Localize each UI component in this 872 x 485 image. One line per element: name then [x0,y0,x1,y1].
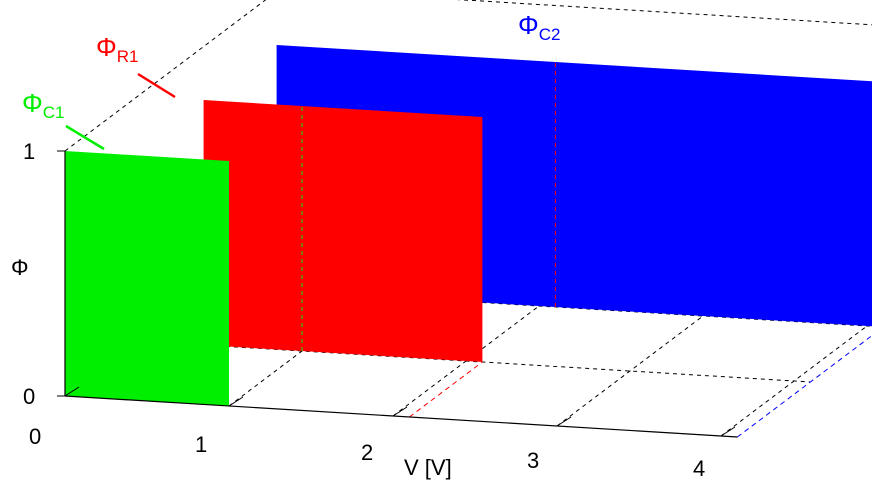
series-label-c1: ΦC1 [22,88,64,122]
z-axis-label: Φ [11,255,29,280]
x-tick [556,416,572,427]
ribbon-r1 [203,100,483,362]
z-tick-label: 0 [23,384,35,409]
x-tick-label: 3 [527,448,539,473]
series-label-r1: ΦR1 [96,32,138,66]
axes [57,150,738,438]
x-tick-label: 0 [29,424,41,449]
series-leader-line [137,72,176,99]
ribbon-guide-line [409,361,483,418]
wall-grid-line [456,0,872,26]
ribbon-guide-line [737,334,872,438]
ribbons [65,45,872,438]
x-tick [720,426,736,437]
x-tick [392,406,408,417]
series-label-c2: ΦC2 [518,10,560,44]
z-tick-label: 1 [23,139,35,164]
ribbon-c1 [65,151,229,406]
series-leader-line [65,124,105,151]
x-tick [64,386,80,397]
labels: V [V] Φ 0 1 2 3 4 0 1 ΦC1 ΦR1 ΦC2 [11,10,705,481]
x-axis-line [64,395,738,438]
x-axis-label: V [V] [404,455,452,480]
wall-grid-line [64,0,267,152]
x-tick-label: 2 [361,440,373,465]
x-tick [228,396,244,407]
x-tick-label: 4 [693,456,705,481]
x-tick-label: 1 [195,432,207,457]
